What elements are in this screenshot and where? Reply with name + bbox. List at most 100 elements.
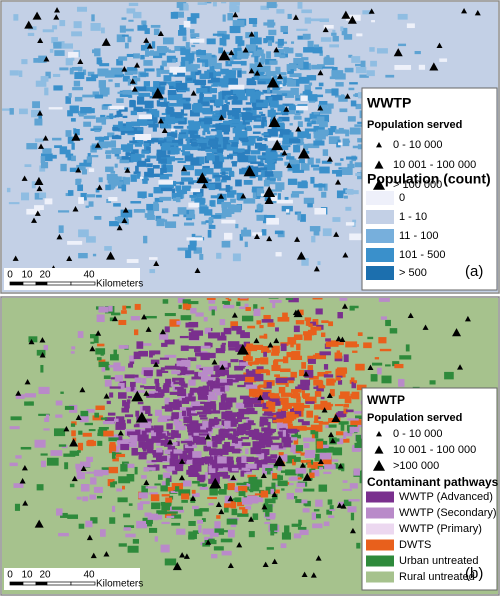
population-patch [143,235,148,244]
population-patch [323,24,334,29]
pathway-patch [225,298,230,300]
pathway-patch [385,319,391,327]
population-patch [210,99,215,103]
wwtp-symbol [273,337,280,344]
population-patch [250,93,261,100]
pathway-patch [324,464,336,470]
population-patch [237,40,245,46]
population-patch [155,215,162,221]
pathway-patch [246,343,254,347]
pathway-patch [98,426,109,430]
pathway-patch [313,420,323,424]
pathway-patch [85,471,98,474]
pathway-patch [64,405,75,410]
wwtp-symbol [179,552,186,558]
population-patch [71,155,76,162]
population-patch [221,219,236,224]
pathway-patch [298,519,302,526]
pathway-patch [187,357,197,362]
pathway-patch [183,480,192,487]
population-patch [304,84,311,92]
population-patch [223,103,228,109]
population-patch [124,156,134,163]
population-patch [118,121,123,129]
pathway-patch [88,429,96,432]
population-patch [263,38,267,44]
pathway-patch [304,396,317,404]
population-patch [128,2,139,6]
pathway-patch [339,298,348,301]
population-patch [252,191,257,199]
population-patch [219,156,230,160]
wwtp-symbol [342,252,349,258]
pathway-patch [245,307,251,312]
pathway-patch [154,515,163,520]
pathway-patch [328,321,334,327]
population-patch [356,33,363,37]
population-patch [359,74,369,78]
pathway-patch [93,486,103,493]
population-patch [146,146,151,154]
population-patch [191,104,203,112]
population-patch [198,100,210,107]
pathway-patch [236,411,244,420]
pathway-patch [200,374,208,382]
population-patch [165,155,171,158]
population-patch [248,155,257,162]
population-patch [153,173,162,178]
pathway-patch [314,353,327,360]
panel-label: (a) [465,263,483,280]
population-patch [129,99,135,104]
pathway-patch [124,374,135,379]
pathway-patch [160,501,172,506]
population-patch [261,133,269,136]
wwtp-symbol [227,495,234,502]
pathway-patch [259,418,269,426]
pathway-patch [170,490,178,494]
pathway-patch [196,423,204,430]
pathway-patch [197,474,206,481]
pathway-patch [175,425,186,431]
population-patch [238,87,245,93]
population-patch [275,252,282,257]
pathway-patch [194,439,206,443]
population-patch [107,132,115,138]
pathway-patch [176,320,181,325]
population-patch [156,149,167,157]
pathway-patch [162,385,170,393]
pathway-patch [280,368,291,373]
scale-segment [46,581,72,586]
population-patch [206,152,214,161]
population-patch [326,55,330,63]
pathway-patch [127,545,139,553]
pathway-patch [153,464,160,471]
pathway-patch [108,364,116,368]
pathway-patch [278,386,286,394]
population-patch [206,69,215,73]
population-patch [313,167,325,171]
population-patch [110,170,116,174]
population-patch [195,235,202,239]
pathway-patch [287,423,293,430]
population-patch [196,49,206,56]
population-patch [237,152,245,157]
scale-segment [46,281,72,286]
pathway-patch [80,410,89,417]
population-patch [219,109,226,118]
pathway-patch [270,488,275,495]
pathway-patch [272,428,276,433]
population-patch [175,185,182,192]
population-patch [143,81,151,87]
pathway-patch [247,420,254,425]
pathway-patch [286,493,295,500]
population-patch [128,19,134,22]
population-patch [114,178,120,186]
population-patch [103,104,112,107]
population-patch [277,118,283,122]
pathway-patch [86,408,95,413]
population-patch [266,51,271,59]
pathway-patch [183,370,195,375]
legend-label: WWTP (Primary) [399,523,482,535]
wwtp-symbol [34,176,44,185]
pathway-patch [323,521,330,527]
